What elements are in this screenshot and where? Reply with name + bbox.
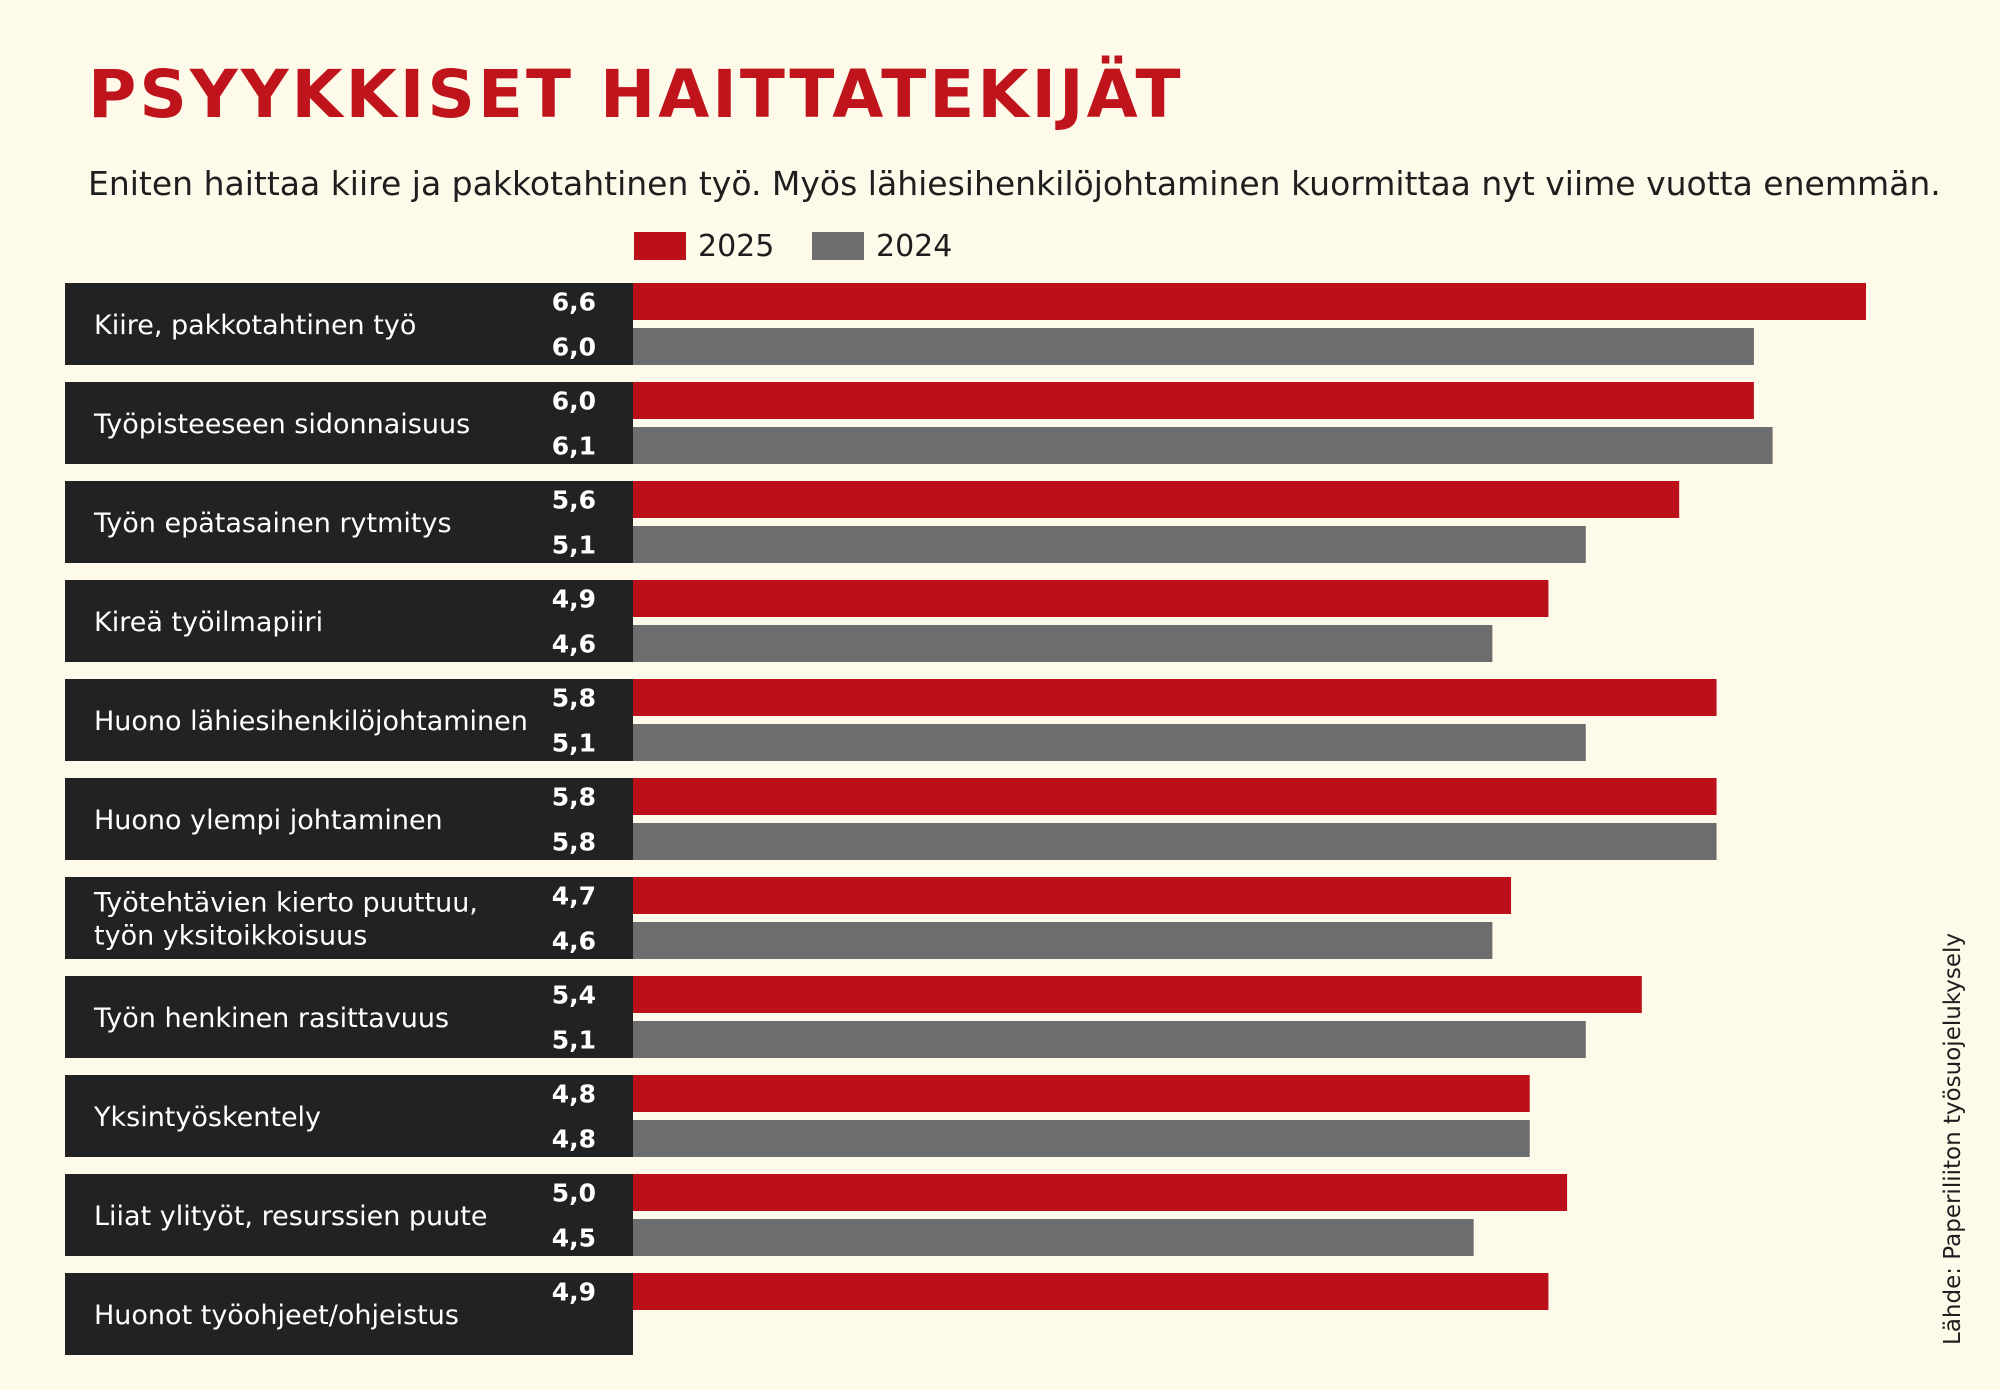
data-label-2025: 4,8 bbox=[552, 1080, 596, 1109]
data-label-2024: 5,8 bbox=[552, 828, 596, 857]
category-label: Työtehtävien kierto puuttuu, bbox=[93, 888, 478, 919]
category-label: työn yksitoikkoisuus bbox=[94, 921, 367, 952]
bar-2025 bbox=[633, 1075, 1530, 1112]
category-panel bbox=[65, 1273, 633, 1355]
bar-2025 bbox=[633, 1273, 1549, 1310]
category-panel bbox=[65, 382, 633, 464]
legend-item-2024: 2024 bbox=[812, 228, 952, 264]
data-label-2025: 5,8 bbox=[552, 783, 596, 812]
page-subtitle: Eniten haittaa kiire ja pakkotahtinen ty… bbox=[88, 164, 1941, 203]
data-label-2025: 5,4 bbox=[552, 981, 596, 1010]
data-label-2024: 5,1 bbox=[552, 729, 596, 758]
data-label-2024: 6,1 bbox=[552, 432, 596, 461]
bar-2025 bbox=[633, 778, 1717, 815]
category-label: Työpisteeseen sidonnaisuus bbox=[93, 409, 470, 440]
bar-2025 bbox=[633, 679, 1717, 716]
data-label-2025: 4,9 bbox=[552, 585, 596, 614]
bar-2024 bbox=[633, 328, 1754, 365]
data-label-2025: 6,6 bbox=[552, 288, 596, 317]
bar-2025 bbox=[633, 1174, 1568, 1211]
category-label: Liiat ylityöt, resurssien puute bbox=[94, 1201, 487, 1232]
bar-2024 bbox=[633, 1219, 1474, 1256]
category-panel bbox=[65, 778, 633, 860]
category-label: Kiire, pakkotahtinen työ bbox=[94, 310, 416, 341]
data-label-2024: 5,1 bbox=[552, 1026, 596, 1055]
bar-2024 bbox=[633, 625, 1493, 662]
legend-swatch-2024 bbox=[812, 232, 864, 260]
legend-label-2025: 2025 bbox=[698, 228, 775, 264]
bar-2024 bbox=[633, 922, 1493, 959]
category-panel bbox=[65, 679, 633, 761]
legend-label-2024: 2024 bbox=[876, 228, 953, 264]
category-panel bbox=[65, 580, 633, 662]
data-label-2025: 5,8 bbox=[552, 684, 596, 713]
data-label-2025: 5,0 bbox=[552, 1179, 596, 1208]
category-label: Työn henkinen rasittavuus bbox=[93, 1003, 449, 1034]
bar-2025 bbox=[633, 976, 1642, 1013]
data-label-2025: 4,7 bbox=[552, 882, 596, 911]
source-note: Lähde: Paperiliiton työsuojelukysely bbox=[1940, 932, 1966, 1345]
data-label-2024: 4,6 bbox=[552, 630, 596, 659]
page-title: PSYYKKISET HAITTATEKIJÄT bbox=[88, 56, 1184, 133]
legend-item-2025: 2025 bbox=[634, 228, 774, 264]
bar-2024 bbox=[633, 1021, 1586, 1058]
data-label-2024: 6,0 bbox=[552, 333, 596, 362]
data-label-2024: 4,5 bbox=[552, 1224, 596, 1253]
bar-2024 bbox=[633, 724, 1586, 761]
bar-2025 bbox=[633, 580, 1549, 617]
bar-2024 bbox=[633, 526, 1586, 563]
category-label: Huono lähiesihenkilöjohtaminen bbox=[94, 706, 528, 737]
data-label-2024: 4,6 bbox=[552, 927, 596, 956]
data-label-2024: 5,1 bbox=[552, 531, 596, 560]
category-label: Huono ylempi johtaminen bbox=[94, 805, 443, 836]
bar-2025 bbox=[633, 382, 1754, 419]
bar-2024 bbox=[633, 1120, 1530, 1157]
category-panel bbox=[65, 976, 633, 1058]
legend-swatch-2025 bbox=[634, 232, 686, 260]
bar-2024 bbox=[633, 823, 1717, 860]
category-label: Kireä työilmapiiri bbox=[94, 607, 323, 638]
category-label: Työn epätasainen rytmitys bbox=[93, 508, 452, 539]
bar-2025 bbox=[633, 283, 1866, 320]
category-panel bbox=[65, 877, 633, 959]
category-label: Huonot työohjeet/ohjeistus bbox=[94, 1300, 459, 1331]
data-label-2025: 6,0 bbox=[552, 387, 596, 416]
bar-2025 bbox=[633, 877, 1512, 914]
category-panel bbox=[65, 283, 633, 365]
category-panel bbox=[65, 1075, 633, 1157]
bar-2025 bbox=[633, 481, 1680, 518]
category-panel bbox=[65, 1174, 633, 1256]
bar-2024 bbox=[633, 427, 1773, 464]
category-panel bbox=[65, 481, 633, 563]
data-label-2024: 4,8 bbox=[552, 1125, 596, 1154]
data-label-2025: 5,6 bbox=[552, 486, 596, 515]
category-label: Yksintyöskentely bbox=[93, 1102, 321, 1133]
data-label-2025: 4,9 bbox=[552, 1278, 596, 1307]
